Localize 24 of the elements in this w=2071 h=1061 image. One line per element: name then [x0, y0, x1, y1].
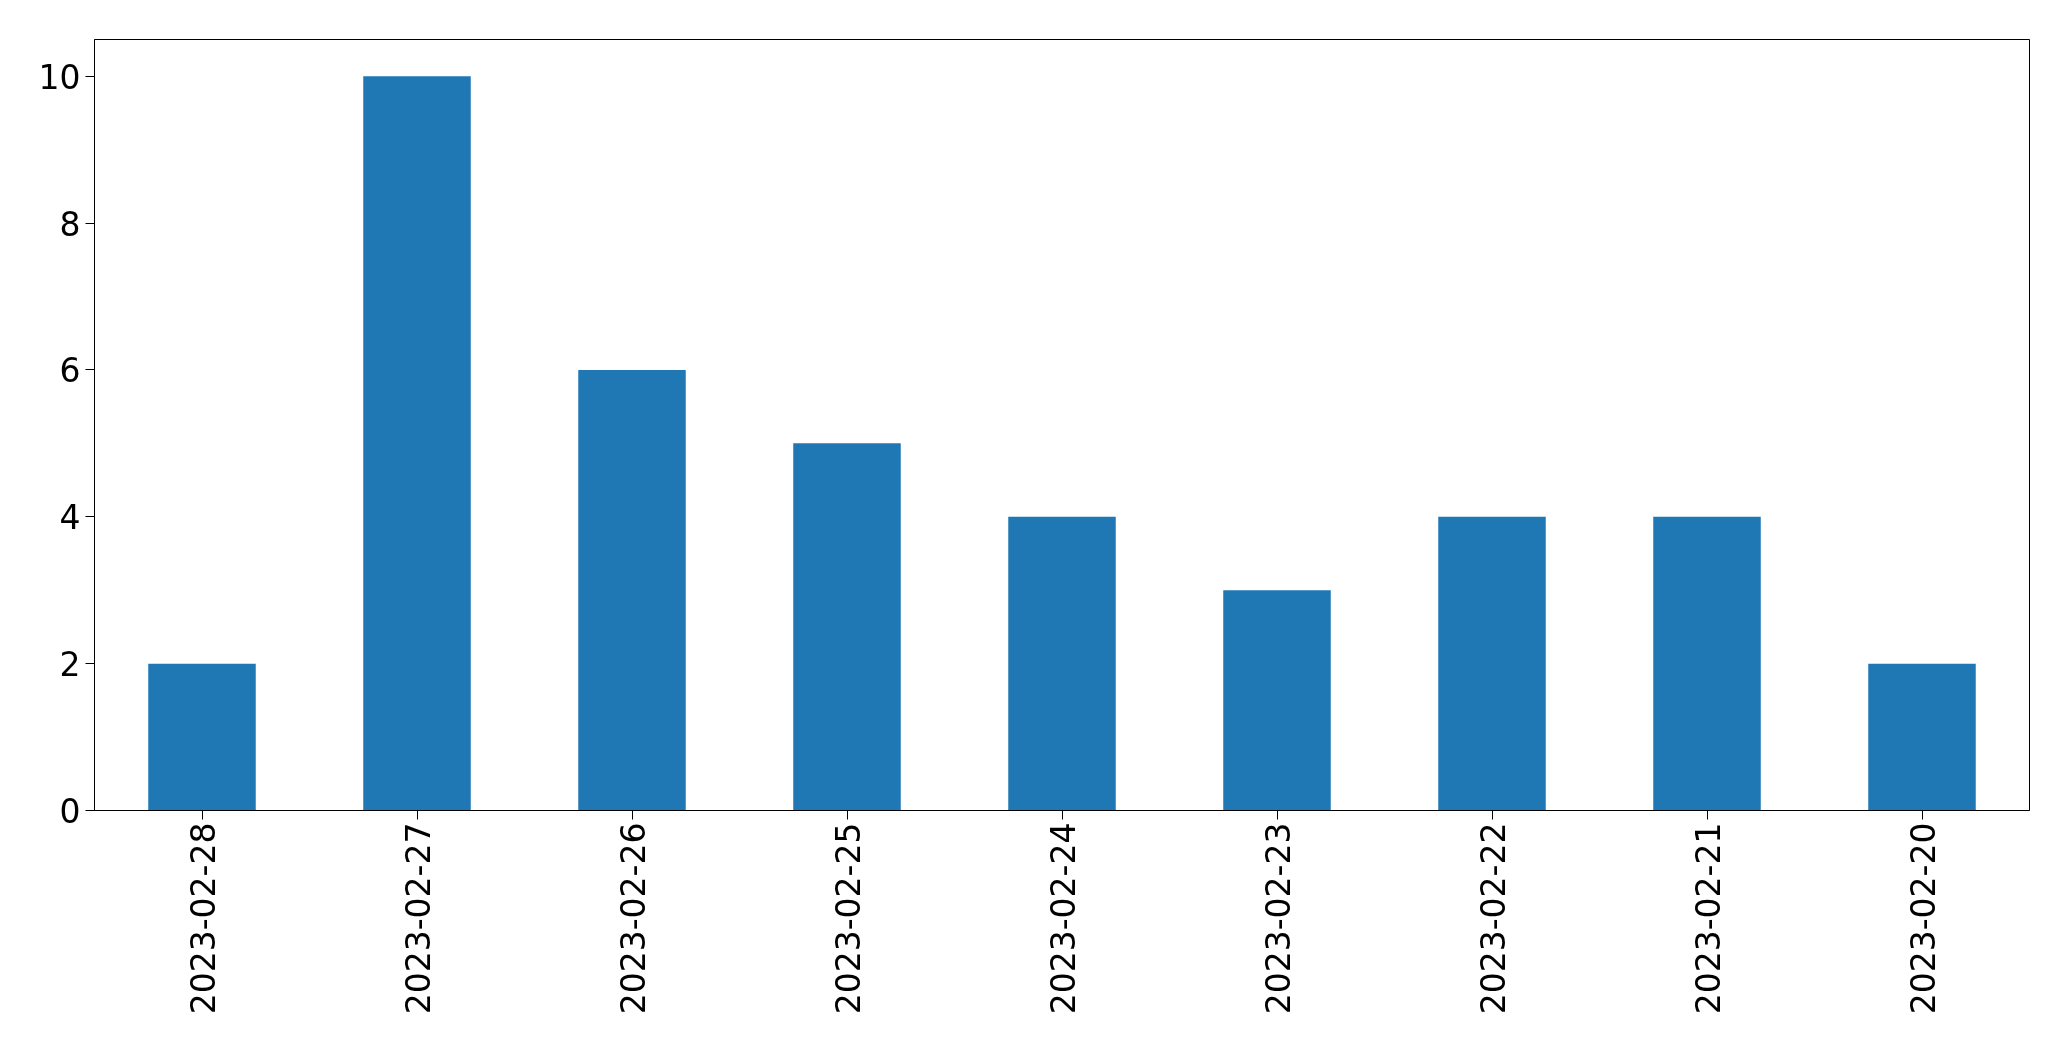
bar — [578, 369, 686, 811]
y-tick-label: 6 — [59, 351, 81, 391]
x-tick-label: 2023-02-28 — [183, 822, 223, 1015]
x-tick-label: 2023-02-27 — [398, 822, 438, 1015]
bar — [1868, 663, 1976, 811]
y-tick-label: 2 — [59, 645, 81, 685]
x-tick-label: 2023-02-22 — [1473, 822, 1513, 1015]
bar — [148, 663, 256, 811]
y-tick-label: 0 — [59, 792, 81, 831]
y-tick-label: 4 — [59, 498, 81, 538]
x-tick-label: 2023-02-24 — [1043, 822, 1083, 1015]
x-tick-label: 2023-02-23 — [1258, 822, 1298, 1015]
bar — [1438, 516, 1546, 811]
x-tick-label: 2023-02-26 — [613, 822, 653, 1015]
bar — [1653, 516, 1761, 811]
x-tick-label: 2023-02-20 — [1903, 822, 1943, 1015]
x-tick-label: 2023-02-25 — [828, 822, 868, 1015]
y-tick-label: 10 — [38, 57, 81, 97]
x-tick-label: 2023-02-21 — [1688, 822, 1728, 1015]
bar — [1008, 516, 1116, 811]
y-tick-label: 8 — [59, 204, 81, 244]
bar — [1223, 590, 1331, 811]
bar — [363, 76, 471, 811]
bar — [793, 443, 901, 811]
